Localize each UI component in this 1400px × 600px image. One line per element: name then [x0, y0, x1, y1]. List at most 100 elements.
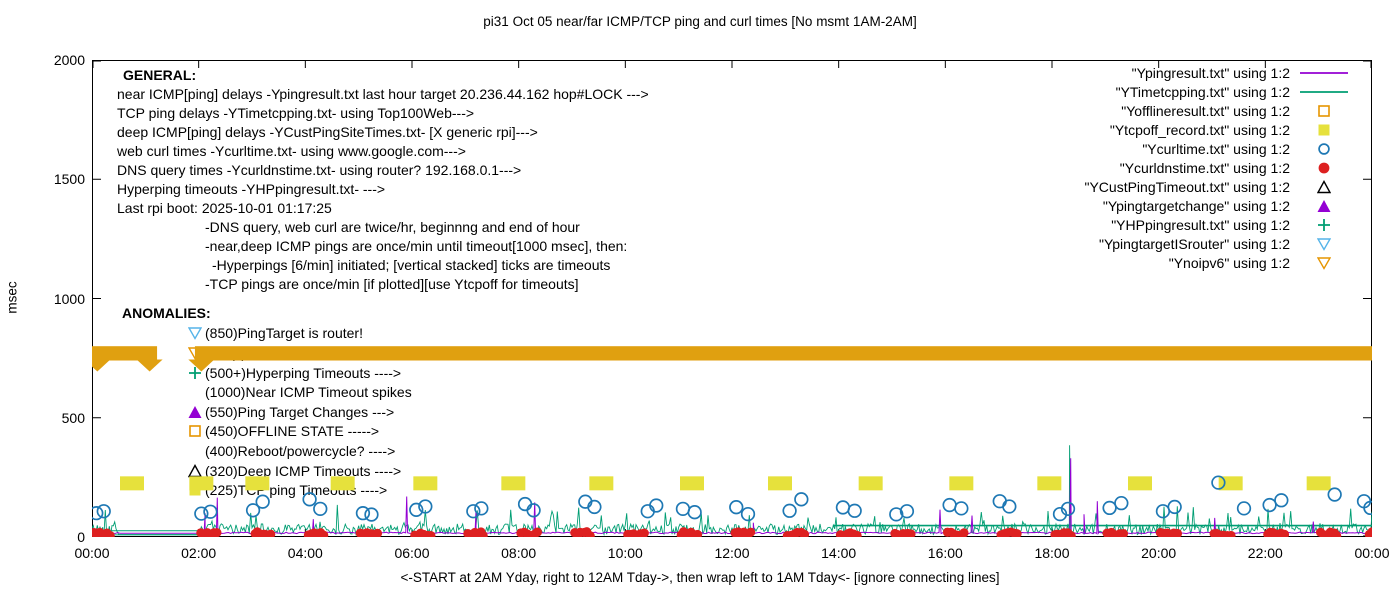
- tcpoff-block: [1037, 476, 1062, 491]
- dns-time-point: [478, 530, 488, 537]
- curl-time-point: [1155, 504, 1171, 519]
- dns-time-point: [906, 529, 916, 537]
- curl-time-point: [835, 500, 851, 515]
- legend-label: "Ypingresult.txt" using 1:2: [1131, 64, 1290, 81]
- legend-label: "Ycurldnstime.txt" using 1:2: [1119, 159, 1290, 176]
- anomaly-text: (1000)Near ICMP Timeout spikes: [205, 384, 412, 401]
- legend-item: "Ynoipv6" using 1:2: [1084, 253, 1354, 272]
- tcpoff-block: [120, 476, 144, 491]
- anomaly-text: (320)Deep ICMP Timeouts ---->: [205, 462, 402, 479]
- curl-time-point: [203, 504, 218, 519]
- x-tick-label: 12:00: [714, 545, 750, 561]
- triangle-up-filled-icon: [188, 405, 205, 419]
- general-note-line: near ICMP[ping] delays -Ypingresult.txt …: [117, 86, 649, 102]
- circle-open-icon: [1294, 142, 1354, 156]
- general-note-line: deep ICMP[ping] delays -YCustPingSiteTim…: [117, 124, 538, 140]
- legend-label: "Ypingtargetchange" using 1:2: [1102, 197, 1290, 214]
- dns-time-point: [426, 531, 436, 537]
- x-tick-label: 20:00: [1141, 545, 1177, 561]
- icmp-ping-line: [92, 458, 1372, 535]
- x-tick-label: 02:00: [181, 545, 217, 561]
- dns-time-point: [266, 529, 276, 537]
- curl-time-point: [1002, 499, 1017, 514]
- circle-filled-icon: [1294, 161, 1354, 175]
- legend: "Ypingresult.txt" using 1:2 "YTimetcpping…: [1084, 63, 1354, 272]
- curl-time-point: [687, 505, 702, 520]
- x-tick-label: 06:00: [394, 545, 430, 561]
- tcp-ping-line: [92, 445, 1372, 537]
- legend-item: "Ytcpoff_record.txt" using 1:2: [1084, 120, 1354, 139]
- curl-time-point: [1211, 475, 1226, 490]
- curl-time-point: [418, 499, 433, 514]
- curl-time-point: [517, 496, 533, 512]
- tcpoff-block: [189, 476, 214, 491]
- x-axis-label: <-START at 2AM Yday, right to 12AM Tday-…: [400, 570, 1000, 585]
- tcpoff-block: [413, 476, 438, 491]
- curl-time-point: [899, 504, 915, 519]
- curl-time-point: [1363, 500, 1372, 516]
- curl-time-point: [1274, 493, 1289, 508]
- curl-time-point: [364, 507, 379, 522]
- curl-time-point: [313, 501, 328, 517]
- curl-time-point: [675, 501, 691, 517]
- y-tick-label: 1000: [53, 290, 85, 307]
- legend-item: "Ypingtargetchange" using 1:2: [1084, 196, 1354, 215]
- legend-item: "YCustPingTimeout.txt" using 1:2: [1084, 177, 1354, 196]
- curl-time-point: [466, 504, 481, 519]
- anomaly-text: (850)PingTarget is router!: [205, 325, 363, 342]
- dns-time-point: [1012, 529, 1022, 537]
- legend-item: "Ypingresult.txt" using 1:2: [1084, 63, 1354, 82]
- anomalies-heading: ANOMALIES:: [122, 305, 211, 321]
- plot-area: [92, 60, 1372, 537]
- general-notes-block: GENERAL: near ICMP[ping] delays -Ypingres…: [117, 66, 649, 294]
- dns-time-point: [372, 528, 383, 537]
- x-tick-label: 00:00: [1354, 545, 1390, 561]
- noipv6-band-tooth: [188, 359, 215, 372]
- noipv6-band-tooth: [136, 359, 163, 372]
- chart-title: pi31 Oct 05 near/far ICMP/TCP ping and c…: [483, 14, 917, 29]
- general-note-line: -Hyperpings [6/min] initiated; [vertical…: [212, 257, 611, 273]
- curl-time-point: [255, 494, 270, 509]
- dns-time-point: [639, 528, 649, 537]
- y-tick-label: 2000: [53, 52, 85, 68]
- anomaly-text: (400)Reboot/powercycle? ---->: [205, 442, 396, 459]
- curl-time-point: [782, 503, 797, 518]
- y-tick-label: 500: [61, 409, 85, 426]
- anomaly-row: (550)Ping Target Changes --->: [188, 402, 412, 422]
- anomaly-row: (400)Reboot/powercycle? ---->: [188, 441, 412, 461]
- legend-label: "YTimetcpping.txt" using 1:2: [1115, 83, 1290, 100]
- x-tick-label: 04:00: [287, 545, 323, 561]
- legend-item: "Yofflineresult.txt" using 1:2: [1084, 101, 1354, 120]
- anomaly-row: (450)OFFLINE STATE ----->: [188, 422, 412, 442]
- dns-time-point: [1066, 531, 1076, 537]
- dns-time-point: [1279, 529, 1290, 537]
- tcpoff-block: [1128, 476, 1152, 491]
- dns-time-point: [1172, 528, 1183, 537]
- dns-time-point: [1226, 530, 1236, 537]
- triangle-down-open-icon: [188, 326, 205, 341]
- curl-time-point: [245, 503, 261, 518]
- legend-label: "YpingtargetISrouter" using 1:2: [1098, 235, 1290, 252]
- curl-time-point: [1236, 501, 1252, 516]
- noipv6-band-tooth: [92, 359, 111, 372]
- legend-item: "YTimetcpping.txt" using 1:2: [1084, 82, 1354, 101]
- curl-time-point: [942, 497, 957, 513]
- triangle-down-open-icon: [1294, 256, 1354, 270]
- anomaly-row: (500+)Hyperping Timeouts ---->: [188, 363, 412, 383]
- curl-time-point: [526, 503, 541, 518]
- dns-time-point: [319, 530, 329, 537]
- legend-label: "YHPpingresult.txt" using 1:2: [1111, 216, 1290, 233]
- anomaly-text: (500+)Hyperping Timeouts ---->: [205, 364, 402, 381]
- dns-time-point: [105, 530, 115, 537]
- y-tick-label: 0: [77, 529, 85, 545]
- curl-time-point: [194, 506, 209, 521]
- triangle-up-open-icon: [1294, 179, 1354, 194]
- curl-time-point: [889, 507, 904, 522]
- tcpoff-block: [1306, 476, 1331, 491]
- tcpoff-block: [245, 476, 270, 491]
- curl-time-point: [587, 499, 602, 515]
- curl-time-point: [96, 504, 111, 519]
- curl-time-point: [1167, 499, 1182, 515]
- general-note-line: Last rpi boot: 2025-10-01 01:17:25: [117, 200, 332, 216]
- curl-time-point: [1102, 500, 1117, 516]
